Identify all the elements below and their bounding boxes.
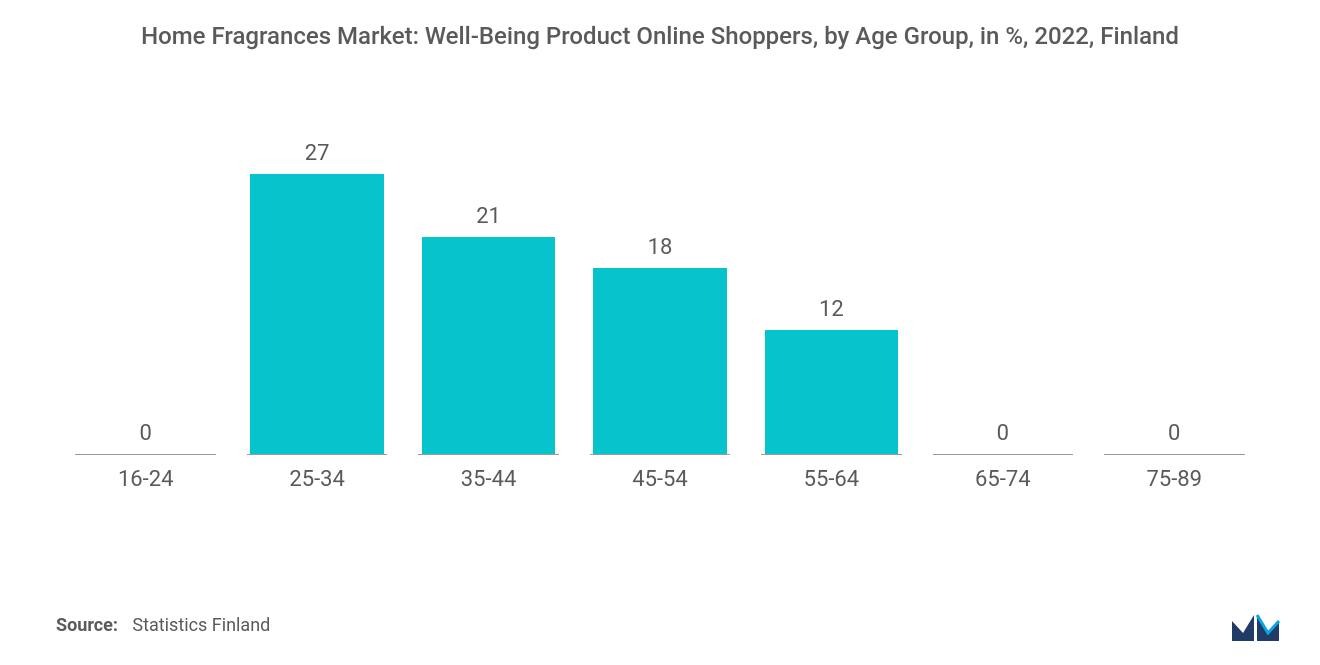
bar-category-label: 65-74 (975, 467, 1031, 492)
bar-baseline (1104, 454, 1245, 455)
bar-baseline (247, 454, 388, 455)
bar-group: 0 16-24 (60, 112, 231, 492)
chart-source: Source: Statistics Finland (56, 615, 270, 636)
bar-group: 12 55-64 (746, 112, 917, 492)
bar-value-label: 18 (648, 235, 673, 260)
bar-baseline (418, 454, 559, 455)
chart-footer: Source: Statistics Finland (56, 609, 1280, 641)
bar (250, 174, 384, 454)
bar-baseline (590, 454, 731, 455)
bar-value-label: 0 (997, 421, 1009, 446)
bar-group: 18 45-54 (574, 112, 745, 492)
bar-value-label: 0 (1168, 421, 1180, 446)
bar-baseline (933, 454, 1074, 455)
bar-baseline (761, 454, 902, 455)
bar-group: 27 25-34 (231, 112, 402, 492)
bar-category-label: 55-64 (804, 467, 860, 492)
source-value: Statistics Finland (132, 615, 270, 636)
bar-value-label: 12 (819, 297, 844, 322)
chart-container: Home Fragrances Market: Well-Being Produ… (0, 0, 1320, 665)
bar-value-label: 0 (140, 421, 152, 446)
bar (422, 237, 556, 455)
bar-category-label: 75-89 (1146, 467, 1202, 492)
bar-value-label: 27 (305, 141, 330, 166)
bar-baseline (75, 454, 216, 455)
bar-category-label: 45-54 (632, 467, 688, 492)
bar-category-label: 25-34 (289, 467, 345, 492)
brand-logo-icon (1232, 609, 1280, 641)
bar-category-label: 35-44 (461, 467, 517, 492)
bar-value-label: 21 (476, 204, 501, 229)
bar-group: 21 35-44 (403, 112, 574, 492)
bar (593, 268, 727, 455)
chart-plot-area: 0 16-24 27 25-34 21 35-44 18 45-54 12 55-64 0 65-74… (60, 112, 1260, 492)
bar-group: 0 65-74 (917, 112, 1088, 492)
bar (765, 330, 899, 454)
chart-title: Home Fragrances Market: Well-Being Produ… (40, 20, 1280, 52)
bar-category-label: 16-24 (118, 467, 174, 492)
bar-group: 0 75-89 (1089, 112, 1260, 492)
source-label: Source: (56, 615, 118, 636)
